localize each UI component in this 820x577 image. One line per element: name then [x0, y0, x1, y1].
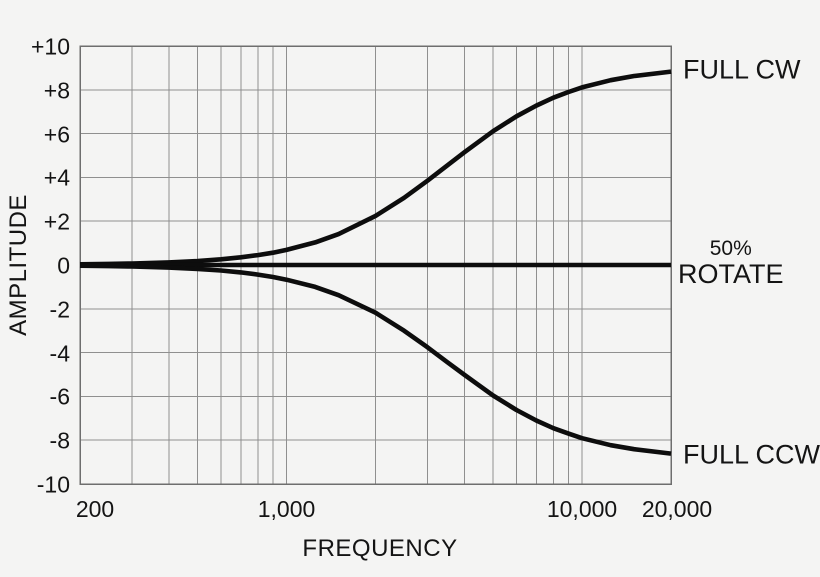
y-axis-title: AMPLITUDE — [5, 194, 32, 336]
x-tick-label: 20,000 — [641, 496, 713, 522]
x-tick-label: 10,000 — [546, 496, 618, 522]
y-tick-label: +4 — [43, 164, 70, 191]
y-tick-label: +6 — [43, 121, 70, 148]
x-tick-label: 1,000 — [257, 496, 316, 522]
y-tick-label: 0 — [57, 252, 70, 279]
curve-label-full-cw: FULL CW — [683, 54, 801, 85]
x-axis-title: FREQUENCY — [302, 535, 458, 562]
y-tick-label: +10 — [30, 33, 70, 60]
y-tick-label: -10 — [36, 471, 70, 498]
y-tick-label: -4 — [49, 340, 70, 367]
curve-label-full-ccw: FULL CCW — [683, 439, 820, 470]
curve-label-50-percent: 50% — [709, 237, 752, 260]
curve-full-cw — [79, 69, 672, 267]
curve-full-ccw — [79, 263, 672, 456]
curve-label-rotate: ROTATE — [678, 259, 784, 289]
curve-label-50-rotate: 50% ROTATE — [678, 237, 784, 289]
y-tick-label: -2 — [49, 296, 70, 323]
x-tick-label: 200 — [75, 496, 115, 522]
y-tick-label: +8 — [43, 77, 70, 104]
y-tick-label: -8 — [49, 427, 70, 454]
y-tick-label: -6 — [49, 383, 70, 410]
y-tick-label: +2 — [43, 208, 70, 235]
